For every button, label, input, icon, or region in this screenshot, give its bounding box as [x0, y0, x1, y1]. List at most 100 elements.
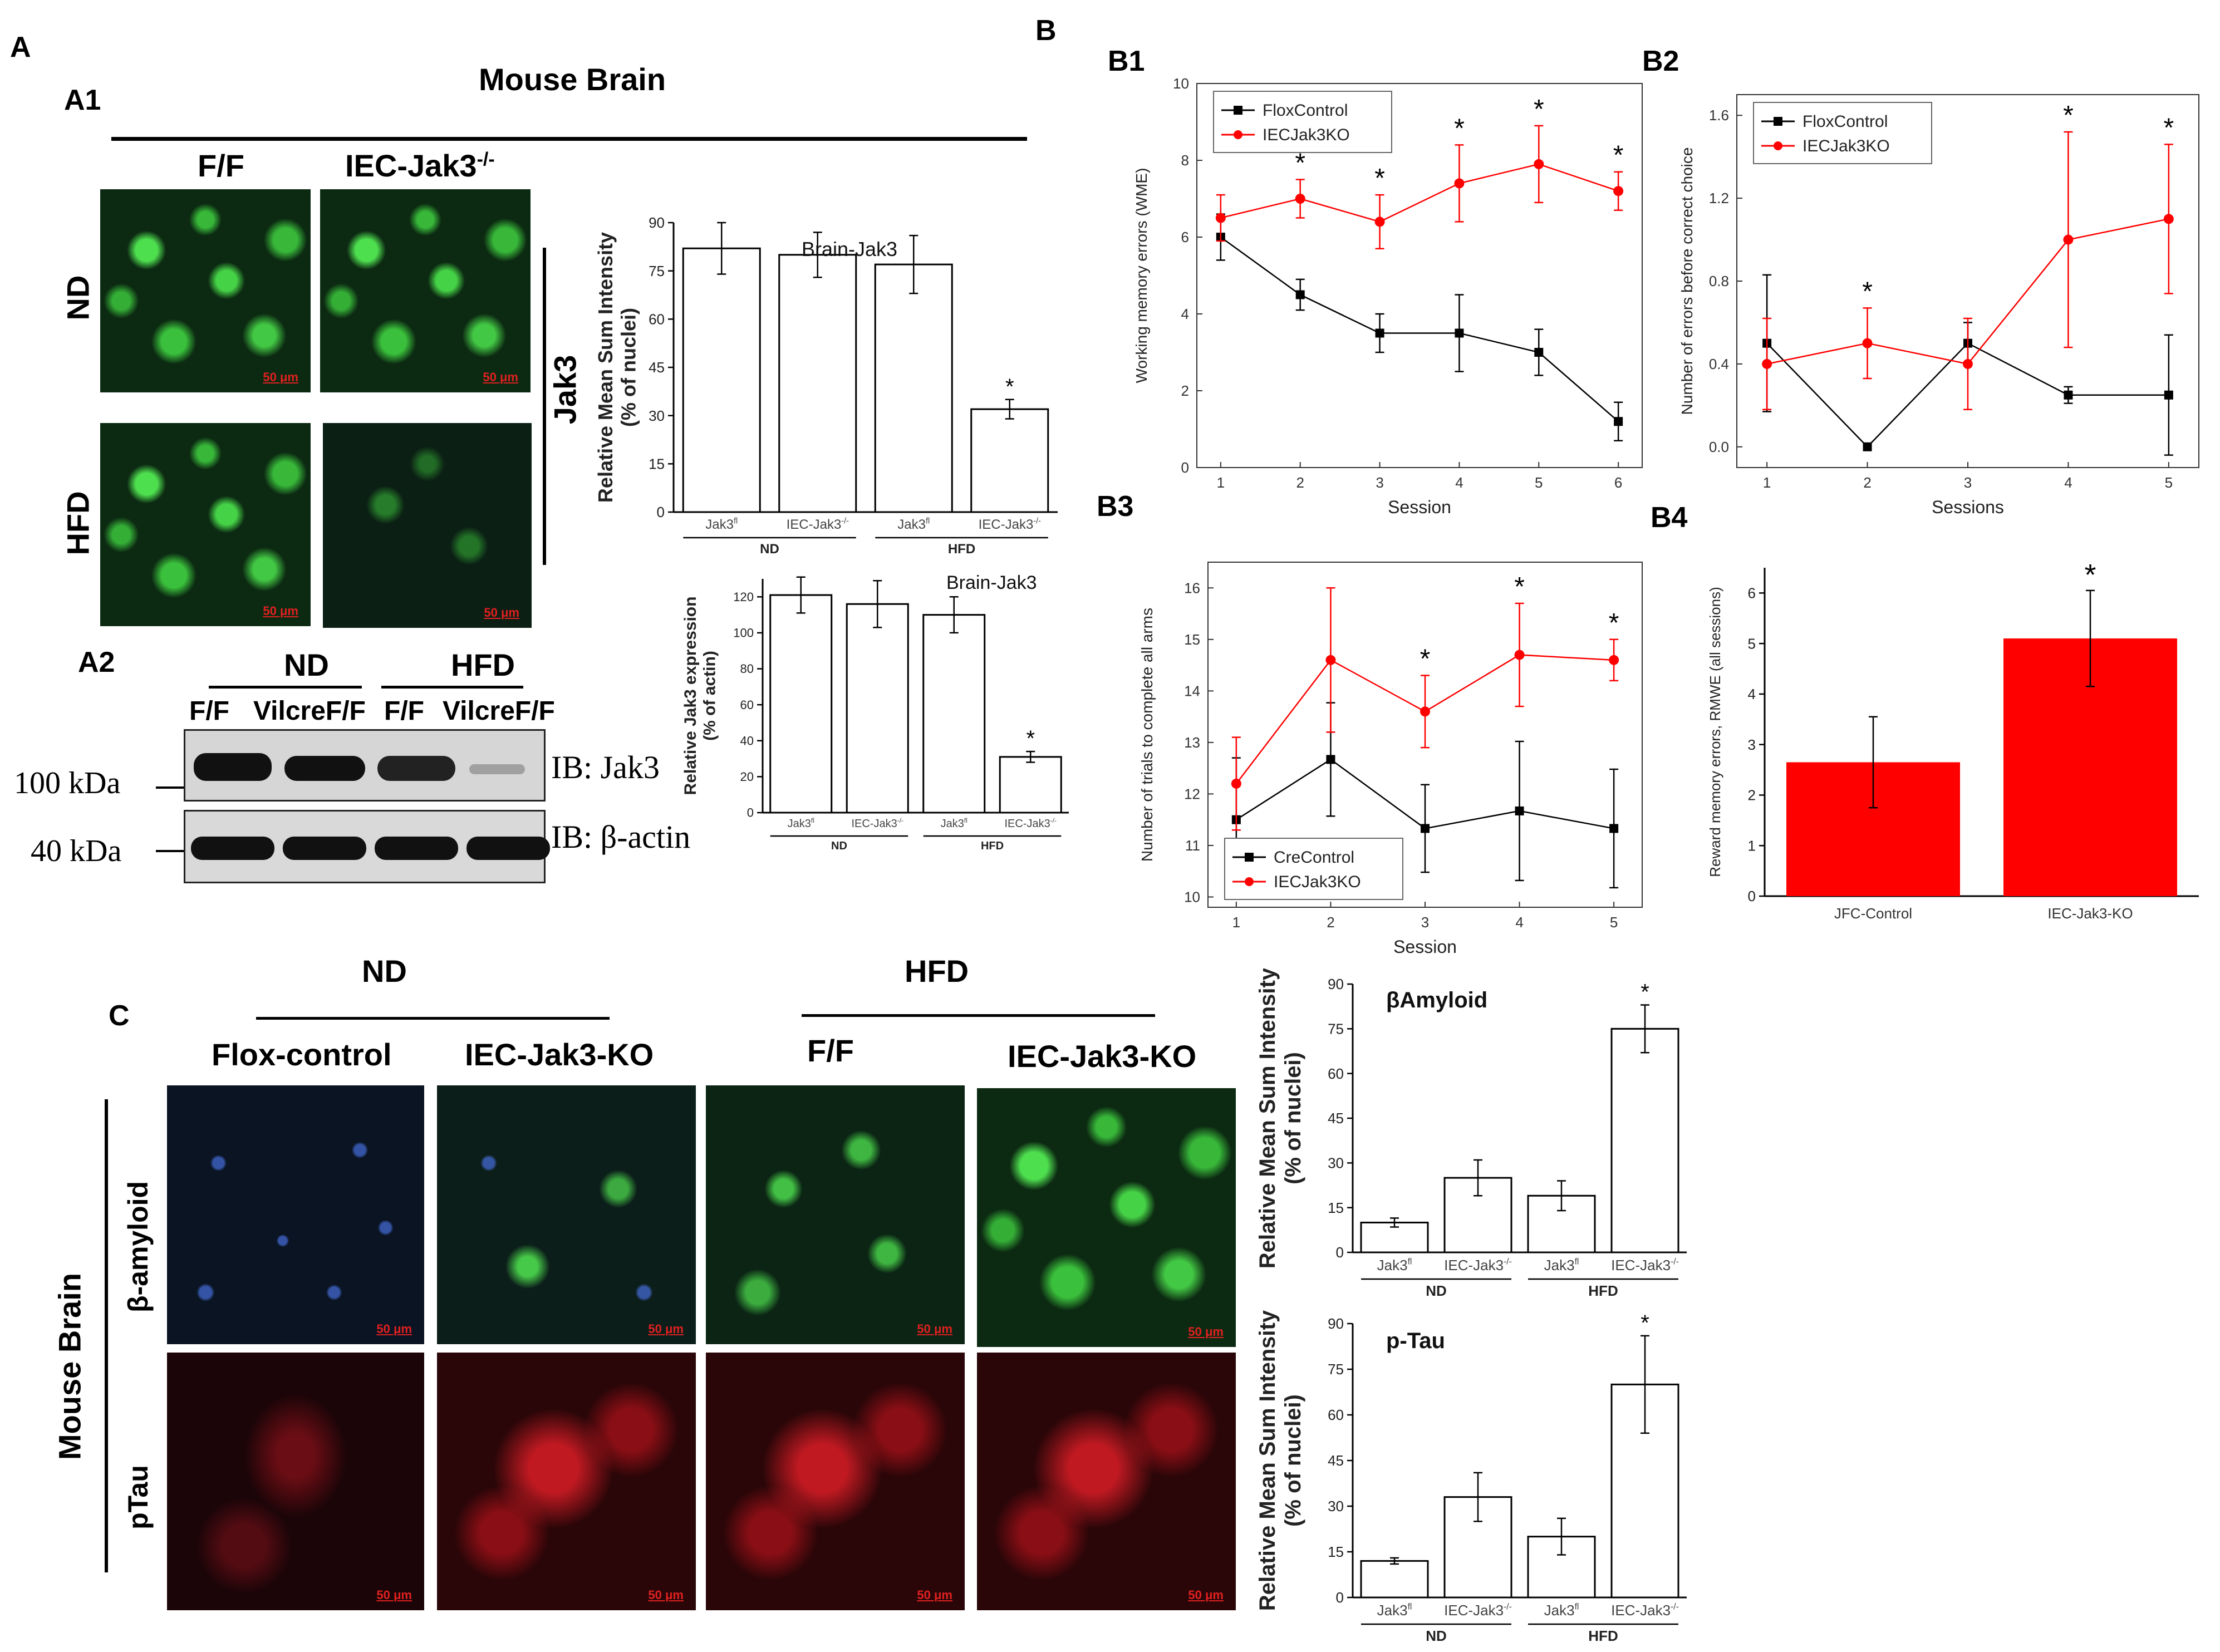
c-image-amyloid-2: 50 μm — [437, 1085, 696, 1344]
series-line-0 — [1220, 236, 1619, 422]
y-tick-label: 60 — [1328, 1065, 1344, 1082]
bar — [769, 594, 833, 814]
legend-swatch-marker — [1234, 106, 1242, 115]
c-side-bracket — [105, 1099, 108, 1572]
y-tick-label: 40 — [740, 734, 754, 748]
data-point — [1231, 778, 1241, 789]
x-tick-label: 3 — [1964, 474, 1972, 491]
group-label: ND — [760, 542, 779, 557]
x-axis-label: Sessions — [1932, 497, 2004, 517]
c-image-ptau-4: 50 μm — [977, 1353, 1236, 1610]
x-tick-label: 5 — [2165, 474, 2173, 491]
legend-box — [1213, 91, 1392, 153]
c-image-amyloid-3: 50 μm — [706, 1085, 965, 1344]
a2-lane-3: F/F — [384, 696, 424, 726]
chart-annotation: Brain-Jak3 — [802, 238, 897, 260]
bar — [846, 603, 909, 814]
data-point — [1609, 824, 1619, 833]
y-tick-label: 1 — [1748, 837, 1756, 854]
bar — [1360, 1560, 1429, 1599]
significance-star: * — [1641, 1311, 1649, 1335]
x-category-label: IEC-Jak3-/- — [979, 517, 1041, 532]
bar — [874, 263, 953, 513]
y-axis-label: Relative Mean Sum Intensity — [594, 232, 617, 503]
a1-jak3-bracket — [543, 248, 546, 565]
legend-label: CreControl — [1274, 848, 1354, 867]
x-category-label: IEC-Jak3-/- — [1444, 1257, 1512, 1274]
x-category-label: Jak3fl — [788, 817, 814, 830]
c-hfd-label: HFD — [905, 953, 969, 989]
x-tick-label: 1 — [1763, 474, 1771, 491]
data-point — [2063, 234, 2074, 245]
x-tick-label: 6 — [1614, 474, 1622, 491]
y-tick-label: 0 — [1336, 1589, 1344, 1606]
y-axis-label: Relative Mean Sum Intensity — [1255, 1310, 1280, 1611]
c-col-1: Flox-control — [212, 1037, 392, 1072]
a1-row-hfd: HFD — [60, 491, 96, 555]
y-tick-label: 14 — [1184, 682, 1200, 699]
y-tick-label: 15 — [1184, 631, 1200, 648]
legend-label: FloxControl — [1802, 112, 1888, 131]
y-tick-label: 8 — [1181, 152, 1189, 169]
x-tick-label: 4 — [1455, 474, 1463, 491]
y-tick-label: 90 — [649, 214, 665, 231]
x-tick-label: 5 — [1535, 474, 1543, 491]
a2-blot-actin — [184, 810, 550, 883]
y-tick-label: 0 — [657, 504, 665, 520]
a1-col-ff: F/F — [198, 148, 244, 183]
a2-mw-40-tick — [156, 850, 184, 852]
a1-title-rule — [111, 137, 1027, 141]
c-image-ptau-2: 50 μm — [437, 1353, 696, 1610]
y-tick-label: 11 — [1185, 837, 1200, 854]
y-tick-label: 30 — [1328, 1498, 1344, 1515]
bar — [682, 247, 761, 513]
c-col-4: IEC-Jak3-KO — [1008, 1039, 1197, 1074]
c-nd-rule — [256, 1017, 610, 1020]
x-category-label: Jak3fl — [941, 817, 967, 830]
y-axis-label: Number of errors before correct choice — [1678, 148, 1696, 415]
a2-blot-jak3 — [184, 729, 546, 802]
a2-ib-jak3: IB: Jak3 — [551, 749, 660, 785]
significance-star: * — [1609, 608, 1619, 638]
x-category-label: IEC-Jak3-/- — [1444, 1602, 1512, 1619]
x-tick-label: 5 — [1610, 914, 1618, 931]
c-row-amyloid: β-amyloid — [122, 1181, 154, 1313]
group-label: ND — [1426, 1628, 1447, 1644]
chart-annotation: βAmyloid — [1386, 988, 1487, 1012]
data-point — [1534, 159, 1544, 169]
y-axis-label: (% of nuclei) — [617, 308, 640, 427]
a1-image-nd-ff: 50 μm — [100, 189, 311, 392]
x-tick-label: 2 — [1863, 474, 1871, 491]
y-tick-label: 75 — [649, 263, 665, 279]
y-tick-label: 0 — [1181, 459, 1189, 476]
b2-line-chart: 0.0 0.4 0.8 1.2 1.6 1 2 3 4 5 Sessions Number of er… — [1678, 94, 2199, 517]
bar — [778, 254, 857, 513]
y-tick-label: 80 — [740, 662, 754, 676]
x-axis-label: Session — [1393, 937, 1457, 957]
legend-swatch-marker — [1774, 117, 1782, 126]
c-col-2: IEC-Jak3-KO — [465, 1037, 654, 1072]
data-point — [2164, 390, 2173, 400]
significance-star: * — [2164, 113, 2174, 142]
x-category-label: IEC-Jak3-/- — [1004, 817, 1057, 830]
plot-frame — [1196, 83, 1643, 468]
x-category-label: IEC-Jak3-/- — [851, 817, 903, 830]
data-point — [1295, 290, 1305, 299]
significance-star: * — [1514, 572, 1525, 602]
legend-label: IECJak3KO — [1274, 873, 1361, 891]
data-point — [1609, 655, 1619, 665]
group-label: ND — [1426, 1282, 1447, 1299]
panel-label-b1: B1 — [1108, 45, 1145, 77]
y-axis-label: (% of actin) — [701, 651, 719, 741]
c-hfd-rule — [802, 1014, 1155, 1017]
y-tick-label: 10 — [1184, 888, 1200, 905]
x-category-label: IEC-Jak3-/- — [787, 517, 849, 532]
a1-image-nd-ko: 50 μm — [320, 189, 531, 392]
group-label: HFD — [948, 542, 975, 557]
data-point — [1215, 213, 1226, 223]
a2-lane-4: VilcreF/F — [443, 696, 555, 726]
bar — [1610, 1383, 1679, 1599]
a2-mw-100-tick — [156, 786, 184, 789]
legend-box — [1224, 838, 1403, 900]
